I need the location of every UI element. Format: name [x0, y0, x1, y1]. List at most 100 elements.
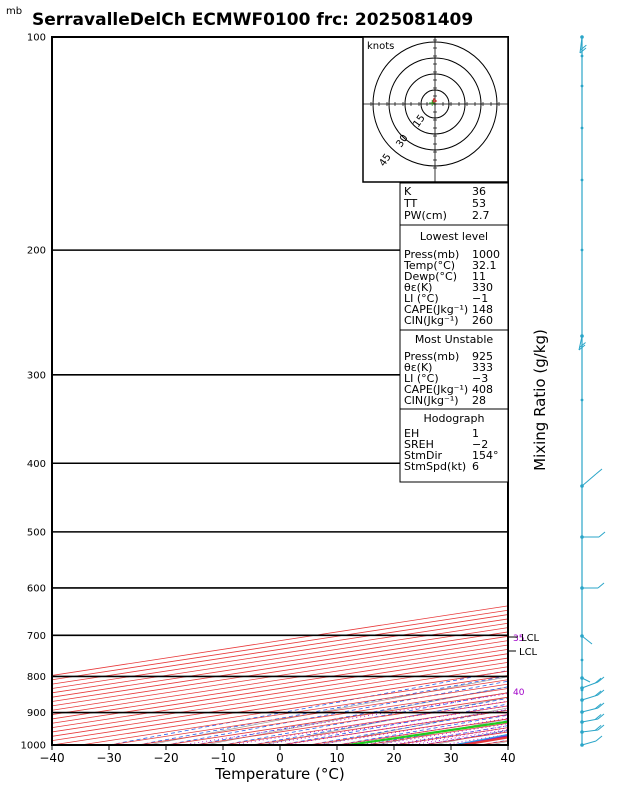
- wind-barb: [581, 740, 597, 746]
- isotherm: [52, 609, 508, 681]
- temperature-axis: −40 −30 −20 −10 0 10 20 30 40: [39, 745, 516, 765]
- wind-feather: [597, 724, 605, 731]
- index-value: 925: [472, 350, 493, 363]
- index-value: 32.1: [472, 259, 497, 272]
- wind-level-dot: [580, 698, 584, 702]
- mixing-ratio-line: [315, 714, 508, 745]
- wind-level-dot: [580, 730, 584, 734]
- index-label: LI (°C): [404, 292, 439, 305]
- dry-adiabat: [604, 37, 618, 745]
- wind-level-dot: [580, 720, 584, 724]
- index-value: 1: [472, 427, 479, 440]
- pressure-tick-label: 900: [27, 708, 46, 719]
- index-value: 11: [472, 270, 486, 283]
- wind-feather: [598, 531, 606, 538]
- index-label: Temp(°C): [403, 259, 455, 272]
- hodograph-unit: knots: [367, 41, 394, 52]
- index-value: 6: [472, 460, 479, 473]
- index-label: SREH: [404, 438, 434, 451]
- wind-barb: [578, 335, 583, 351]
- wind-level-dot: [580, 334, 584, 338]
- lcl-label: LCL: [521, 633, 540, 644]
- pressure-tick-label: 100: [27, 33, 46, 44]
- x-tick-label: 0: [276, 751, 284, 765]
- wind-level-dot: [580, 178, 584, 182]
- isotherm-label: 35: [513, 634, 524, 644]
- x-tick-label: 40: [500, 751, 515, 765]
- wind-level-dot: [580, 54, 584, 58]
- pressure-tick-label: 500: [27, 527, 46, 538]
- wind-level-dot: [580, 676, 584, 680]
- wind-feather: [594, 690, 602, 697]
- index-label: CIN(Jkg⁻¹): [404, 314, 459, 327]
- pressure-tick-label: 1000: [21, 741, 46, 752]
- pressure-unit-label: mb: [6, 6, 22, 17]
- mixing-ratio-axis-label: Mixing Ratio (g/kg): [531, 329, 549, 471]
- index-label: CAPE(Jkg⁻¹): [404, 303, 468, 316]
- isotherm: [52, 618, 508, 689]
- moist-adiabat: [222, 692, 508, 745]
- background-lines: [52, 37, 618, 745]
- pressure-tick-label: 700: [27, 631, 46, 642]
- wind-level-dot: [580, 484, 584, 488]
- wind-feather: [595, 735, 603, 742]
- section-header: Lowest level: [420, 230, 488, 243]
- index-label: LI (°C): [404, 372, 439, 385]
- wind-feather: [578, 344, 586, 351]
- index-label: EH: [404, 427, 419, 440]
- pressure-tick-label: 300: [27, 370, 46, 381]
- dry-adiabat: [489, 740, 508, 745]
- index-value: 1000: [472, 248, 500, 261]
- wind-level-dot: [580, 126, 584, 130]
- wind-feather: [597, 689, 605, 696]
- most-unstable-rows: Press(mb) 925 θε(K) 333 LI (°C) −3 CAPE(Jkg⁻¹)…: [404, 350, 493, 407]
- index-value: 408: [472, 383, 493, 396]
- indices-table: K 36 TT 53 PW(cm) 2.7 Lowest level Press…: [399, 182, 509, 483]
- wind-feather: [594, 677, 602, 684]
- index-value: 333: [472, 361, 493, 374]
- section-header: Hodograph: [424, 412, 485, 425]
- wind-feather: [580, 44, 587, 51]
- index-label: CAPE(Jkg⁻¹): [404, 383, 468, 396]
- index-value: 2.7: [472, 209, 490, 222]
- index-label: TT: [403, 197, 418, 210]
- isotherm: [52, 622, 508, 694]
- hodograph-rows: EH 1 SREH −2 StmDir 154° StmSpd(kt) 6: [404, 427, 499, 473]
- wind-feather: [594, 703, 602, 710]
- index-value: 148: [472, 303, 493, 316]
- wind-feather: [594, 724, 602, 731]
- index-label: θε(K): [404, 281, 432, 294]
- index-label: StmSpd(kt): [404, 460, 466, 473]
- storm-motion-marker: +: [428, 98, 436, 109]
- wind-feather: [595, 468, 603, 475]
- wind-level-dot: [580, 586, 584, 590]
- wind-level-dot: [580, 634, 584, 638]
- wind-barb: [581, 677, 591, 683]
- x-tick-label: −20: [153, 751, 178, 765]
- index-label: K: [404, 185, 412, 198]
- wind-level-dot: [580, 535, 584, 539]
- x-tick-label: −10: [210, 751, 235, 765]
- indices-frame: [399, 182, 509, 483]
- index-value: −3: [472, 372, 488, 385]
- lcl-label: LCL: [519, 647, 538, 658]
- index-label: StmDir: [404, 449, 443, 462]
- mixing-ratio-line: [441, 733, 508, 745]
- x-tick-label: −30: [96, 751, 121, 765]
- wind-profile: [578, 35, 606, 747]
- index-value: 36: [472, 185, 486, 198]
- wind-feather: [594, 714, 602, 720]
- pressure-tick-label: 600: [27, 583, 46, 594]
- index-value: 154°: [472, 449, 499, 462]
- wind-level-dot: [580, 658, 584, 662]
- wind-level-dot: [580, 248, 584, 252]
- x-tick-label: 20: [386, 751, 401, 765]
- wind-level-dot: [580, 743, 584, 747]
- index-value: 330: [472, 281, 493, 294]
- dry-adiabat: [147, 676, 508, 745]
- x-tick-label: 10: [329, 751, 344, 765]
- pressure-tick-label: 400: [27, 459, 46, 470]
- hodograph-rings: [363, 37, 508, 182]
- hodograph: knots 15 30 45 +: [362, 36, 509, 183]
